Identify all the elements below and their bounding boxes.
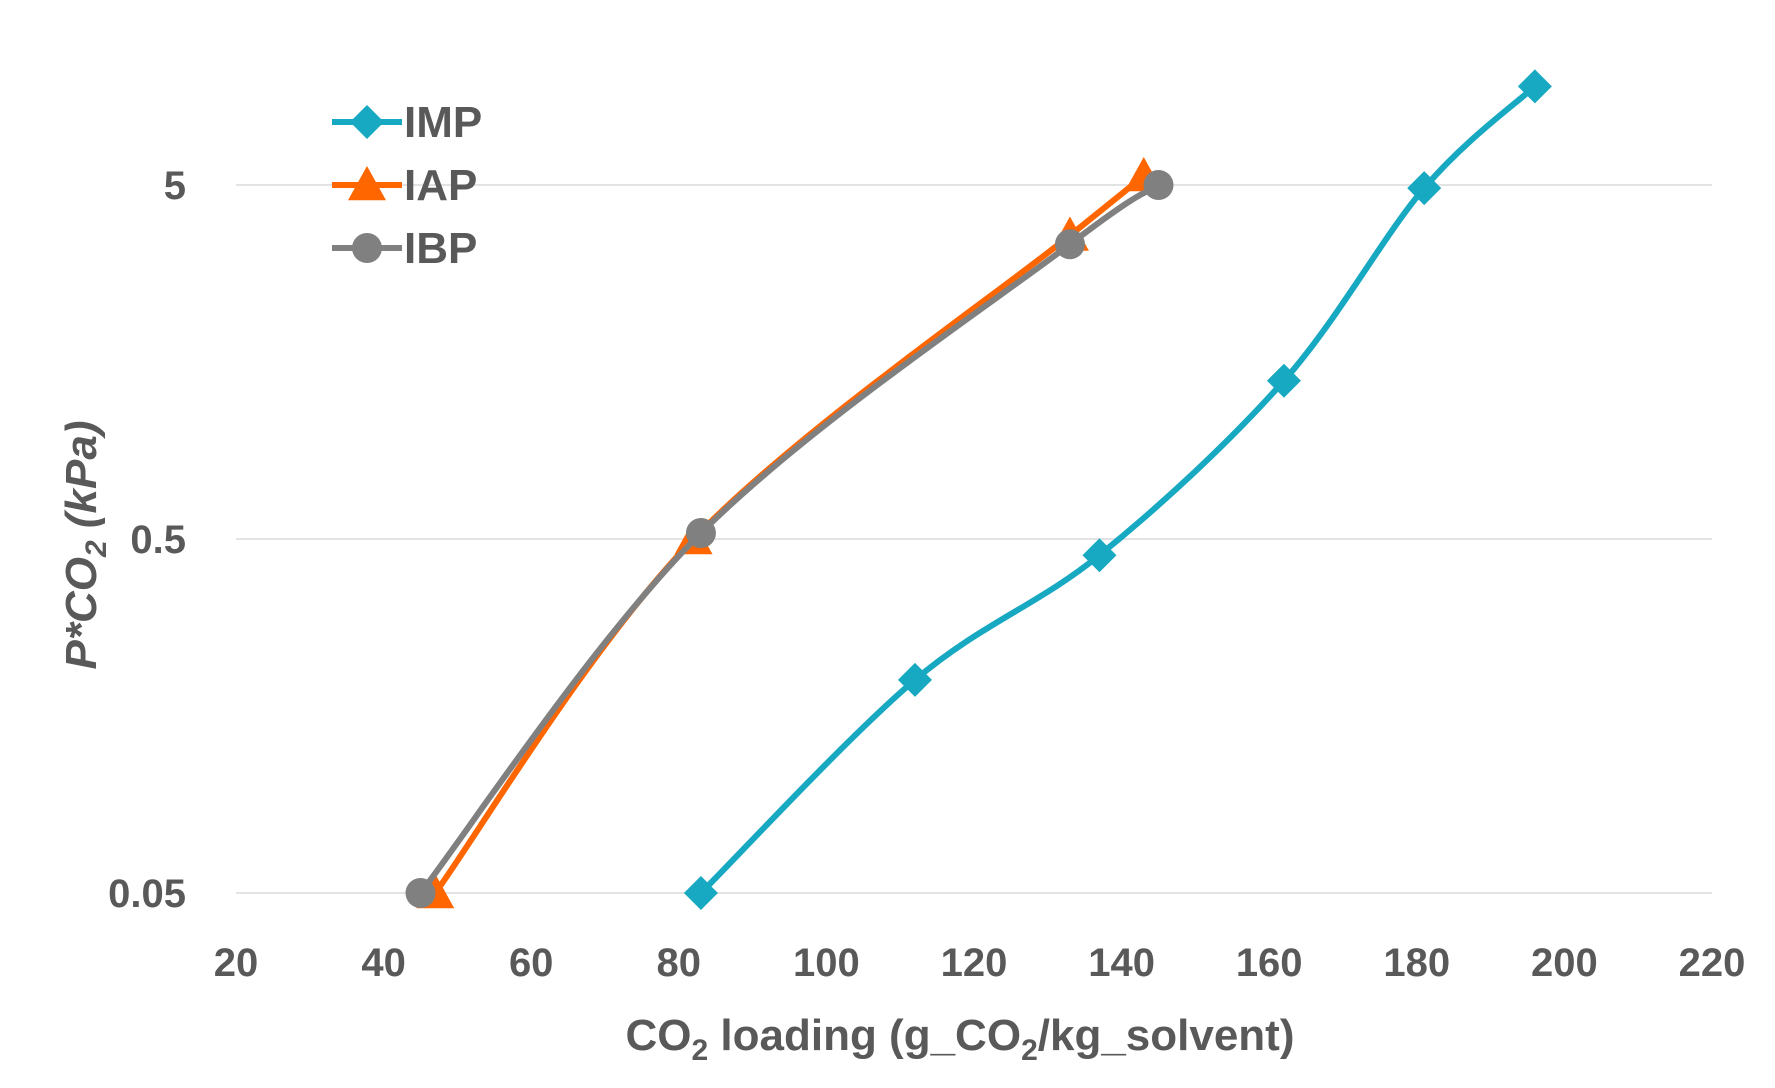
data-point-ibp: [685, 517, 716, 548]
y-tick-label: 0.05: [108, 872, 186, 916]
legend-marker-ibp: [352, 233, 382, 263]
x-tick-label: 60: [509, 941, 554, 985]
gridlines: [236, 184, 1712, 894]
x-tick-label: 140: [1088, 941, 1155, 985]
x-tick-label: 80: [657, 941, 702, 985]
data-point-ibp: [405, 878, 436, 908]
x-axis-title-sub1: 2: [691, 1034, 708, 1067]
x-tick-label: 200: [1531, 941, 1598, 985]
x-axis-title-sub2: 2: [1021, 1034, 1038, 1067]
y-axis-title-p: P*: [57, 621, 106, 669]
series-imp: [683, 69, 1552, 910]
y-axis-title-sub: 2: [80, 540, 113, 558]
y-axis-title: P*CO2 (kPa): [57, 421, 113, 670]
legend-item-ibp: IBP: [332, 224, 477, 273]
data-point-imp: [1517, 69, 1552, 104]
data-point-imp: [683, 876, 718, 910]
legend-label: IMP: [404, 98, 482, 147]
data-point-imp: [897, 662, 932, 697]
x-tick-label: 180: [1383, 941, 1450, 985]
y-tick-label: 0.5: [130, 518, 186, 562]
legend-item-iap: IAP: [332, 161, 477, 210]
series-group: [405, 69, 1552, 910]
data-point-imp: [1082, 538, 1117, 573]
data-point-ibp: [1143, 170, 1174, 200]
legend-item-imp: IMP: [332, 98, 482, 147]
legend-label: IBP: [404, 224, 477, 273]
legend-marker-imp: [350, 105, 384, 139]
x-tick-label: 40: [361, 941, 406, 985]
x-axis-title-co: CO: [625, 1011, 691, 1060]
series-line-iap: [432, 173, 1147, 896]
x-axis-title: CO2 loading (g_CO2/kg_solvent): [625, 1011, 1294, 1067]
y-axis-title-co: CO: [57, 557, 106, 623]
x-tick-label: 20: [214, 941, 259, 985]
x-axis-title-mid: loading (g_CO: [708, 1011, 1021, 1060]
x-axis-ticks: 20 40 60 80 100 120 140 160 180 200 220: [214, 941, 1746, 985]
x-tick-label: 220: [1679, 941, 1746, 985]
series-ibp: [405, 170, 1174, 908]
data-point-imp: [1407, 171, 1442, 206]
legend: IMP IAP IBP: [332, 98, 482, 273]
x-axis-title-end: /kg_solvent): [1038, 1011, 1295, 1060]
data-point-imp: [1266, 363, 1301, 398]
data-point-ibp: [1054, 229, 1085, 260]
y-tick-label: 5: [164, 164, 186, 208]
legend-marker-iap: [348, 166, 386, 201]
legend-label: IAP: [404, 161, 477, 210]
series-line-ibp: [417, 182, 1162, 896]
x-tick-label: 120: [941, 941, 1008, 985]
x-tick-label: 100: [793, 941, 860, 985]
series-iap: [416, 157, 1163, 909]
y-axis-ticks: 0.05 0.5 5: [108, 164, 186, 916]
x-tick-label: 160: [1236, 941, 1303, 985]
y-axis-title-unit: (kPa): [57, 421, 106, 541]
